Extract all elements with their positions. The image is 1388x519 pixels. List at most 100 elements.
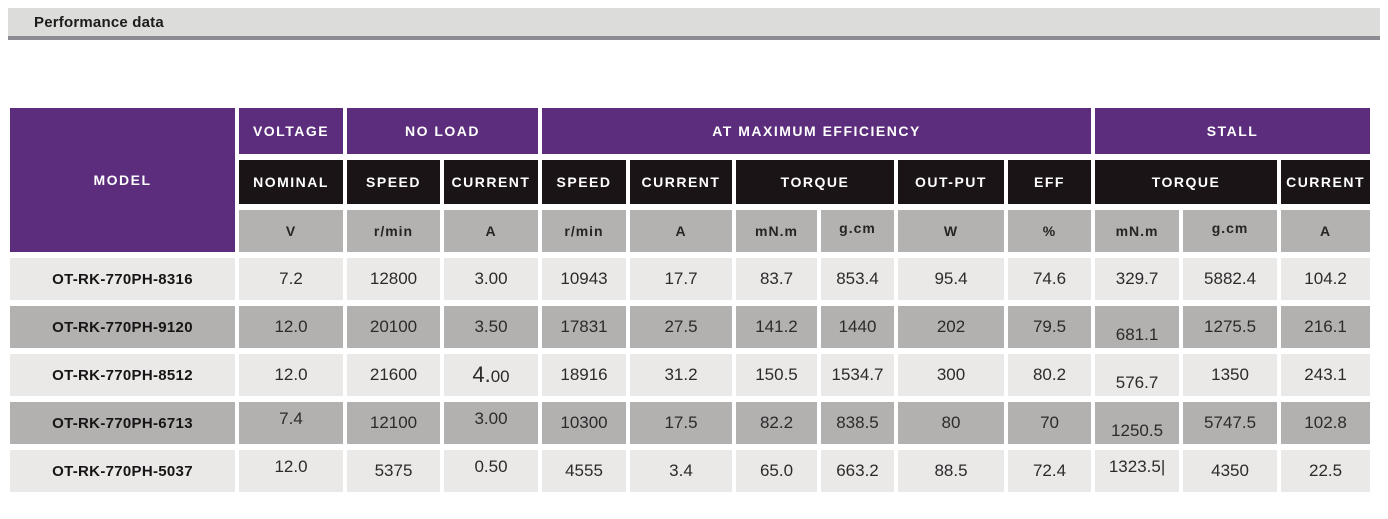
value-cell: 82.2 <box>736 402 817 444</box>
value-cell: 70 <box>1008 402 1092 444</box>
table-row: OT-RK-770PH-8316 7.2 12800 3.00 10943 17.7 83.… <box>10 258 1371 300</box>
unit-w: W <box>898 210 1004 252</box>
value-cell: 12800 <box>347 258 440 300</box>
sub-header-speed-max-eff: SPEED <box>542 160 626 204</box>
unit-a-max-eff: A <box>630 210 732 252</box>
value-cell: 853.4 <box>821 258 894 300</box>
value-cell: 12100 <box>347 402 440 444</box>
value-cell: 243.1 <box>1281 354 1371 396</box>
value-cell: 65.0 <box>736 450 817 492</box>
unit-a-stall: A <box>1281 210 1371 252</box>
model-cell: OT-RK-770PH-5037 <box>10 450 235 492</box>
value-cell: 3.00 <box>444 258 538 300</box>
value-cell: 17831 <box>542 306 626 348</box>
group-header-no-load: NO LOAD <box>347 108 538 154</box>
sub-header-torque-stall: TORQUE <box>1095 160 1278 204</box>
value-cell: 12.0 <box>239 306 343 348</box>
value-cell: 1440 <box>821 306 894 348</box>
value-cell: 150.5 <box>736 354 817 396</box>
value-cell: 141.2 <box>736 306 817 348</box>
value-cell: 663.2 <box>821 450 894 492</box>
value-cell: 202 <box>898 306 1004 348</box>
value-cell: 72.4 <box>1008 450 1092 492</box>
value-cell: 4555 <box>542 450 626 492</box>
model-cell: OT-RK-770PH-8316 <box>10 258 235 300</box>
page-title: Performance data <box>34 13 164 31</box>
sub-header-out-put: OUT-PUT <box>898 160 1004 204</box>
unit-rmin-no-load: r/min <box>347 210 440 252</box>
value-cell: 83.7 <box>736 258 817 300</box>
value-cell: 4350 <box>1183 450 1278 492</box>
value-cell: 3.4 <box>630 450 732 492</box>
value-cell: 74.6 <box>1008 258 1092 300</box>
value-cell: 104.2 <box>1281 258 1371 300</box>
unit-a-no-load: A <box>444 210 538 252</box>
performance-data-table: MODEL VOLTAGE NO LOAD AT MAXIMUM EFFICIE… <box>6 102 1374 498</box>
value-cell: 31.2 <box>630 354 732 396</box>
group-header-row: MODEL VOLTAGE NO LOAD AT MAXIMUM EFFICIE… <box>10 108 1371 252</box>
value-cell: 329.7 <box>1095 258 1180 300</box>
unit-gcm-max-eff: g.cm <box>821 210 894 252</box>
table-row: OT-RK-770PH-5037 12.0 5375 0.50 4555 3.4 65.0 6… <box>10 450 1371 492</box>
value-cell: 3.50 <box>444 306 538 348</box>
value-cell: 1350 <box>1183 354 1278 396</box>
value-cell: 7.4 <box>239 402 343 444</box>
value-cell: 5747.5 <box>1183 402 1278 444</box>
value-cell: 0.50 <box>444 450 538 492</box>
value-cell: 7.2 <box>239 258 343 300</box>
value-cell: 1323.5| <box>1095 450 1180 492</box>
unit-header-row: V r/min A r/min A mN.m g.cm W % mN.m g.c… <box>10 210 1371 252</box>
sub-header-current-stall: CURRENT <box>1281 160 1371 204</box>
model-cell: OT-RK-770PH-6713 <box>10 402 235 444</box>
value-cell: 88.5 <box>898 450 1004 492</box>
unit-mnm-max-eff: mN.m <box>736 210 817 252</box>
group-header-stall: STALL <box>1095 108 1371 154</box>
group-header-at-maximum-efficiency: AT MAXIMUM EFFICIENCY <box>542 108 1092 154</box>
value-cell: 576.7 <box>1095 354 1180 396</box>
unit-v: V <box>239 210 343 252</box>
sub-header-speed-no-load: SPEED <box>347 160 440 204</box>
column-header-model: MODEL <box>10 108 235 252</box>
value-cell: 27.5 <box>630 306 732 348</box>
sub-header-current-max-eff: CURRENT <box>630 160 732 204</box>
table-row: OT-RK-770PH-6713 7.4 12100 3.00 10300 17.5 82.… <box>10 402 1371 444</box>
value-cell: 3.00 <box>444 402 538 444</box>
unit-rmin-max-eff: r/min <box>542 210 626 252</box>
section-header-bar: Performance data <box>8 8 1380 40</box>
model-cell: OT-RK-770PH-8512 <box>10 354 235 396</box>
value-cell: 1250.5 <box>1095 402 1180 444</box>
value-cell: 17.5 <box>630 402 732 444</box>
value-cell: 21600 <box>347 354 440 396</box>
value-cell: 1534.7 <box>821 354 894 396</box>
table-row: OT-RK-770PH-8512 12.0 21600 4.00 18916 31.2 15… <box>10 354 1371 396</box>
model-cell: OT-RK-770PH-9120 <box>10 306 235 348</box>
value-cell: 95.4 <box>898 258 1004 300</box>
unit-percent: % <box>1008 210 1092 252</box>
value-cell: 1275.5 <box>1183 306 1278 348</box>
value-cell: 5375 <box>347 450 440 492</box>
value-cell: 79.5 <box>1008 306 1092 348</box>
value-cell: 80.2 <box>1008 354 1092 396</box>
sub-header-eff: EFF <box>1008 160 1092 204</box>
value-cell: 80 <box>898 402 1004 444</box>
sub-header-row: NOMINAL SPEED CURRENT SPEED CURRENT TORQ… <box>10 160 1371 204</box>
unit-gcm-stall: g.cm <box>1183 210 1278 252</box>
value-cell: 10300 <box>542 402 626 444</box>
value-cell: 300 <box>898 354 1004 396</box>
sub-header-nominal: NOMINAL <box>239 160 343 204</box>
value-cell: 838.5 <box>821 402 894 444</box>
value-cell: 681.1 <box>1095 306 1180 348</box>
value-cell: 22.5 <box>1281 450 1371 492</box>
value-cell: 12.0 <box>239 450 343 492</box>
sub-header-current-no-load: CURRENT <box>444 160 538 204</box>
value-cell: 10943 <box>542 258 626 300</box>
value-cell: 17.7 <box>630 258 732 300</box>
value-cell: 20100 <box>347 306 440 348</box>
value-cell: 12.0 <box>239 354 343 396</box>
value-cell: 18916 <box>542 354 626 396</box>
value-cell: 4.00 <box>444 354 538 396</box>
sub-header-torque-max-eff: TORQUE <box>736 160 894 204</box>
value-cell: 102.8 <box>1281 402 1371 444</box>
value-cell: 5882.4 <box>1183 258 1278 300</box>
table-row: OT-RK-770PH-9120 12.0 20100 3.50 17831 27.5 14… <box>10 306 1371 348</box>
